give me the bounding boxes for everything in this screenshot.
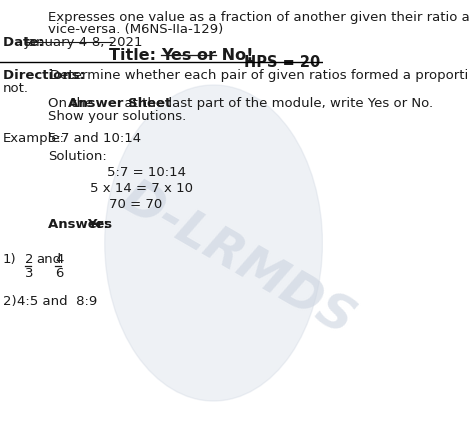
Text: Directions:: Directions:	[3, 69, 90, 82]
Text: Answer Sheet: Answer Sheet	[68, 97, 171, 110]
Text: Determine whether each pair of given ratios formed a proportion or: Determine whether each pair of given rat…	[50, 69, 469, 82]
Text: On the: On the	[48, 97, 98, 110]
Circle shape	[105, 85, 323, 401]
Text: Expresses one value as a fraction of another given their ratio and: Expresses one value as a fraction of ano…	[48, 11, 469, 24]
Text: vice-versa. (M6NS-IIa-129): vice-versa. (M6NS-IIa-129)	[48, 23, 224, 36]
Text: January 4-8, 2021: January 4-8, 2021	[25, 36, 144, 49]
Text: Yes: Yes	[88, 218, 113, 231]
Text: 5 x 14 = 7 x 10: 5 x 14 = 7 x 10	[90, 182, 193, 195]
Text: 5:7 = 10:14: 5:7 = 10:14	[107, 166, 186, 179]
Text: 6: 6	[55, 267, 63, 280]
Text: 2: 2	[25, 253, 33, 266]
Text: Show your solutions.: Show your solutions.	[48, 110, 187, 123]
Text: 4: 4	[55, 253, 63, 266]
Text: 4:5 and  8:9: 4:5 and 8:9	[16, 295, 97, 308]
Text: Solution:: Solution:	[48, 150, 107, 163]
Text: HPS = 20: HPS = 20	[244, 55, 320, 70]
Text: 5:7 and 10:14: 5:7 and 10:14	[48, 132, 141, 145]
Text: Example:: Example:	[3, 132, 65, 145]
Text: Date:: Date:	[3, 36, 48, 49]
Text: 70 = 70: 70 = 70	[109, 198, 162, 211]
Text: Title:: Title:	[109, 48, 161, 63]
Text: Answer:: Answer:	[48, 218, 113, 231]
Text: D-LRMDS: D-LRMDS	[113, 174, 363, 346]
Text: at the last part of the module, write Yes or No.: at the last part of the module, write Ye…	[116, 97, 433, 110]
Text: 1): 1)	[3, 253, 16, 266]
Text: and: and	[36, 253, 61, 266]
Text: not.: not.	[3, 82, 29, 95]
Text: 3: 3	[25, 267, 33, 280]
Text: Yes or No!: Yes or No!	[161, 48, 254, 63]
Text: 2): 2)	[3, 295, 16, 308]
